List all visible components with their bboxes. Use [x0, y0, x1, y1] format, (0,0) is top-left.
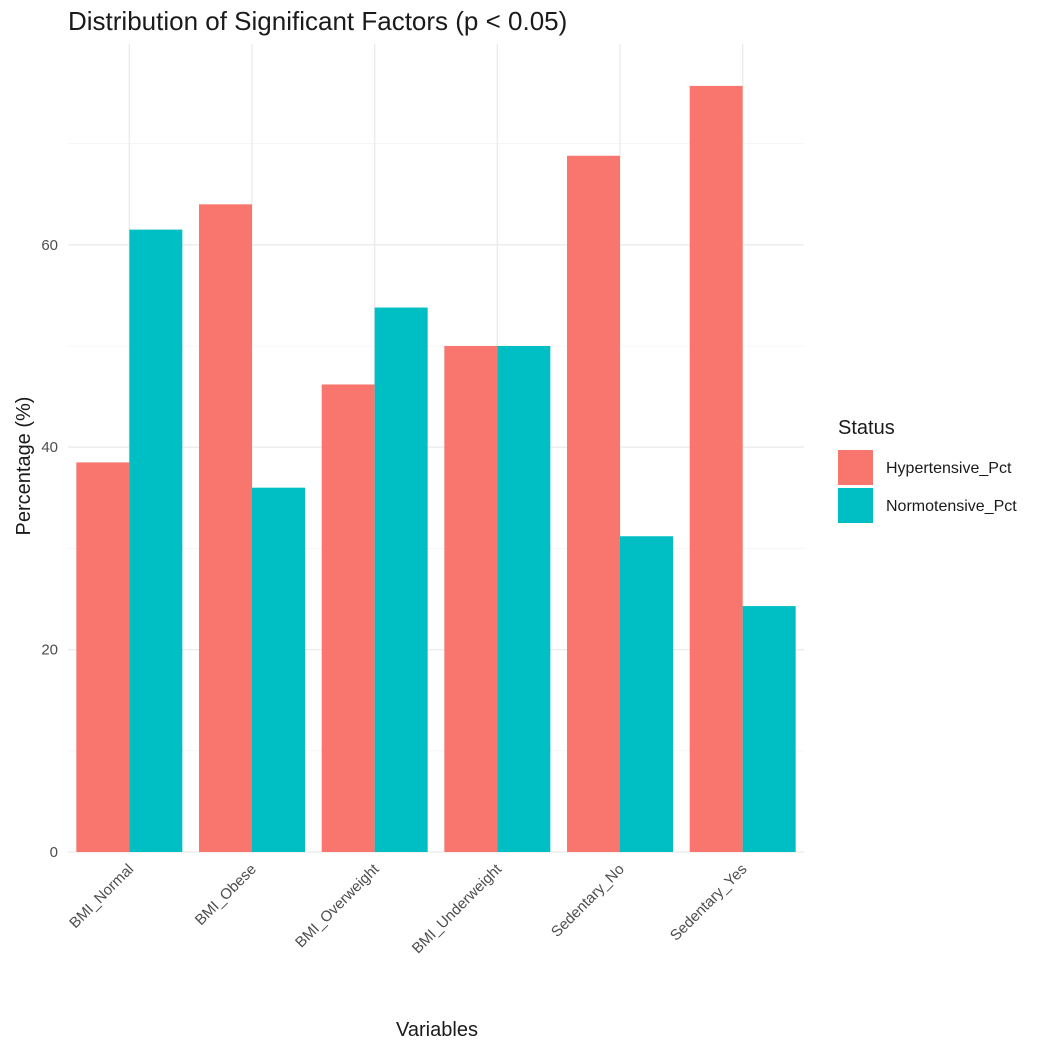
legend-label: Normotensive_Pct	[886, 498, 1017, 515]
bar-normotensive-pct-bmi-obese	[252, 487, 305, 852]
bar-hypertensive-pct-bmi-overweight	[321, 384, 375, 852]
x-tick-label: BMI_Overweight	[292, 860, 383, 951]
legend-swatch	[838, 488, 873, 523]
y-axis-title: Percentage (%)	[13, 397, 35, 536]
bar-hypertensive-pct-bmi-obese	[199, 204, 252, 852]
bar-normotensive-pct-bmi-normal	[129, 229, 183, 852]
y-tick-label: 0	[50, 844, 58, 861]
x-tick-label: Sedentary_Yes	[667, 861, 751, 945]
legend-label: Hypertensive_Pct	[886, 460, 1012, 477]
x-axis-ticks: BMI_Normal BMI_Obese BMI_Overweight BMI_Und…	[66, 860, 750, 957]
x-tick-label: Sedentary_No	[548, 861, 628, 941]
legend-swatch	[838, 450, 873, 485]
x-tick-label: BMI_Normal	[66, 861, 137, 932]
y-tick-label: 20	[41, 642, 58, 659]
legend-title: Status	[838, 417, 895, 439]
bar-hypertensive-pct-bmi-underweight	[444, 346, 498, 852]
legend: Status Hypertensive_Pct Normotensive_Pct	[838, 417, 1017, 523]
bar-hypertensive-pct-sedentary-no	[567, 155, 620, 852]
chart-title: Distribution of Significant Factors (p <…	[68, 6, 567, 36]
bar-normotensive-pct-sedentary-no	[620, 536, 673, 852]
bars	[76, 85, 796, 852]
bar-normotensive-pct-bmi-underweight	[497, 346, 551, 852]
y-axis-ticks: 0 20 40 60	[41, 237, 58, 861]
y-tick-label: 40	[41, 439, 58, 456]
x-axis-title: Variables	[396, 1019, 478, 1041]
bar-normotensive-pct-bmi-overweight	[374, 307, 428, 852]
x-tick-label: BMI_Underweight	[409, 860, 506, 957]
y-tick-label: 60	[41, 237, 58, 254]
x-tick-label: BMI_Obese	[192, 861, 260, 929]
bar-normotensive-pct-sedentary-yes	[742, 606, 796, 852]
bar-hypertensive-pct-bmi-normal	[76, 462, 130, 852]
bar-hypertensive-pct-sedentary-yes	[689, 85, 743, 852]
